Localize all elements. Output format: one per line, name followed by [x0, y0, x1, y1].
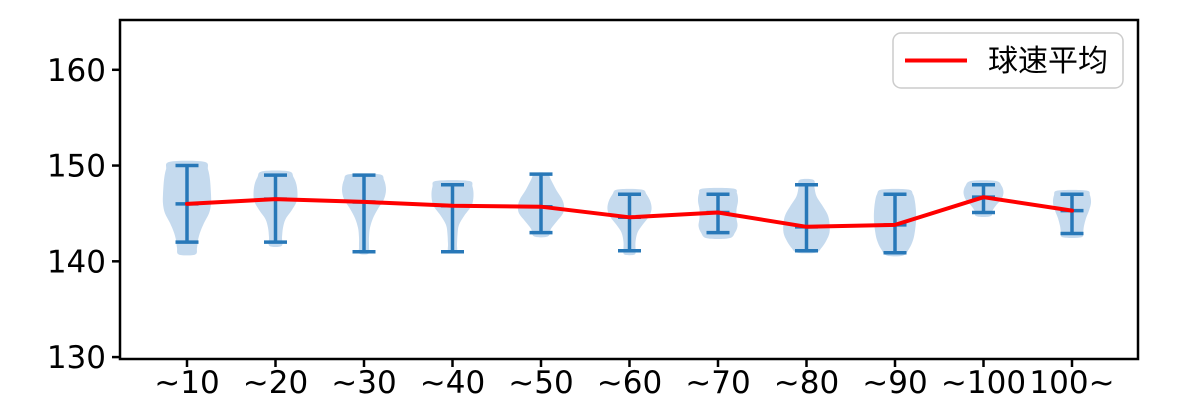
x-tick-label-~90: ~90 [862, 365, 927, 400]
legend: 球速平均 [892, 32, 1124, 89]
x-tick-label-~40: ~40 [420, 365, 485, 400]
x-tick-label-~10: ~10 [154, 365, 219, 400]
legend-label: 球速平均 [988, 44, 1108, 79]
x-tick-label-~70: ~70 [685, 365, 750, 400]
y-tick-label-140: 140 [47, 244, 106, 280]
mean-trend-line [185, 195, 1074, 229]
legend-box [892, 32, 1124, 89]
x-tick-label-~60: ~60 [597, 365, 662, 400]
x-tick-label-~30: ~30 [331, 365, 396, 400]
x-tick-label-~80: ~80 [774, 365, 839, 400]
x-tick-label-100~: 100~ [1029, 365, 1114, 400]
x-tick-label-~20: ~20 [243, 365, 308, 400]
y-tick-label-150: 150 [47, 149, 106, 185]
x-tick-label-~100: ~100 [941, 365, 1026, 400]
y-tick-label-130: 130 [47, 340, 106, 376]
x-tick-label-~50: ~50 [508, 365, 573, 400]
y-tick-label-160: 160 [47, 53, 106, 89]
